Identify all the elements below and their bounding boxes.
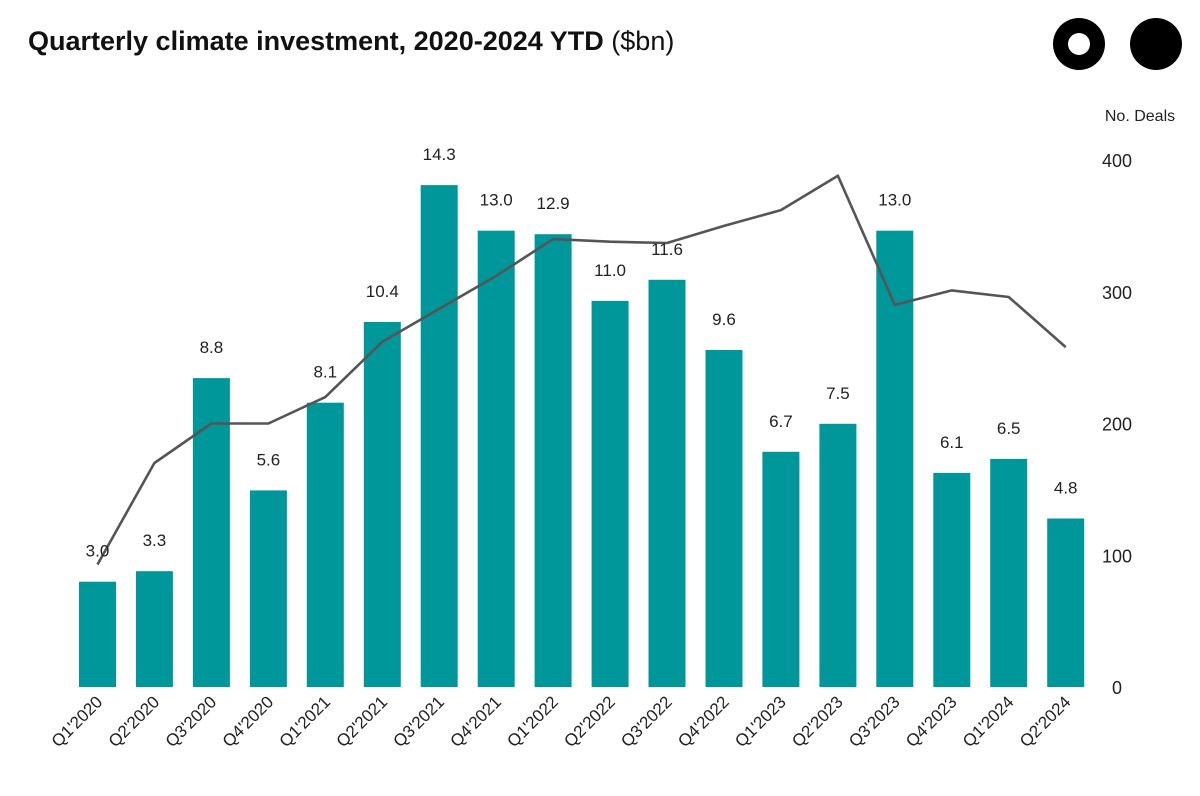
x-tick-label: Q3'2022 — [617, 692, 676, 751]
bar-value-label: 6.1 — [940, 433, 964, 452]
bar-value-label: 4.8 — [1054, 479, 1078, 498]
bar-Q1'2020 — [79, 581, 116, 687]
x-tick-label: Q4'2023 — [902, 692, 961, 751]
bar-Q2'2022 — [591, 300, 629, 687]
right-axis-title: No. Deals — [1105, 108, 1175, 125]
chart-title-unit: ($bn) — [611, 26, 675, 56]
x-tick-label: Q1'2023 — [731, 692, 790, 751]
x-tick-label: Q2'2023 — [788, 692, 847, 751]
x-tick-label: Q1'2024 — [959, 692, 1018, 751]
bar-value-label: 6.5 — [997, 419, 1021, 438]
bar-value-label: 10.4 — [366, 282, 399, 301]
bar-value-label: 3.0 — [86, 542, 110, 561]
bars-group — [79, 185, 1085, 688]
x-tick-label: Q1'2022 — [503, 692, 562, 751]
x-tick-label: Q3'2020 — [162, 692, 221, 751]
x-tick-label: Q4'2022 — [674, 692, 733, 751]
right-axis-tick-400: 400 — [1102, 151, 1132, 171]
bar-value-label: 6.7 — [769, 412, 793, 431]
bar-Q3'2020 — [192, 378, 230, 687]
deals-line-group — [96, 174, 1067, 566]
x-tick-label: Q2'2022 — [560, 692, 619, 751]
x-tick-label: Q4'2021 — [447, 692, 506, 751]
x-tick-label: Q2'2024 — [1016, 692, 1075, 751]
bar-Q2'2023 — [819, 423, 857, 688]
x-tick-label: Q3'2023 — [845, 692, 904, 751]
logo-left-hole — [1068, 33, 1090, 55]
bar-Q3'2022 — [648, 279, 686, 687]
bar-value-label: 5.6 — [257, 450, 281, 469]
bar-Q2'2020 — [135, 571, 173, 687]
right-axis-tick-300: 300 — [1102, 283, 1132, 303]
bar-Q1'2021 — [306, 402, 344, 687]
bar-value-label: 11.6 — [651, 240, 683, 259]
bar-Q2'2024 — [1047, 518, 1085, 687]
bar-value-label: 11.0 — [594, 261, 626, 280]
category-labels-group: Q1'2020Q2'2020Q3'2020Q4'2020Q1'2021Q2'20… — [48, 692, 1075, 751]
bar-Q3'2023 — [876, 230, 914, 687]
x-tick-label: Q2'2021 — [333, 692, 392, 751]
bar-Q4'2021 — [477, 230, 515, 687]
bar-value-label: 12.9 — [537, 194, 570, 213]
x-tick-label: Q1'2021 — [276, 692, 335, 751]
deals-line — [96, 174, 1067, 566]
bar-value-label: 9.6 — [712, 310, 736, 329]
right-axis-tick-200: 200 — [1102, 415, 1132, 435]
bar-value-label: 3.3 — [143, 531, 167, 550]
bar-value-label: 7.5 — [826, 384, 850, 403]
bar-labels-group: 3.0 3.3 8.8 5.6 8.1 10.4 14.3 13.0 12.9 11.0 11.6 9… — [86, 145, 1078, 561]
bar-Q1'2023 — [762, 451, 800, 687]
right-axis: No. Deals 0 100 200 300 400 — [1102, 108, 1175, 698]
chart-title-text: Quarterly climate investment, 2020-2024 … — [28, 26, 604, 56]
x-tick-label: Q2'2020 — [105, 692, 164, 751]
bar-value-label: 8.1 — [313, 363, 337, 382]
right-axis-tick-0: 0 — [1112, 678, 1122, 698]
bar-value-label: 13.0 — [878, 191, 911, 210]
x-tick-label: Q3'2021 — [390, 692, 449, 751]
bar-Q4'2020 — [249, 490, 287, 687]
bar-value-label: 13.0 — [480, 191, 513, 210]
bar-Q2'2021 — [363, 322, 401, 687]
bar-Q1'2022 — [534, 234, 572, 687]
x-tick-label: Q1'2020 — [48, 692, 107, 751]
x-tick-label: Q4'2020 — [219, 692, 278, 751]
bar-Q3'2021 — [420, 185, 458, 687]
bar-Q4'2023 — [933, 472, 971, 687]
bar-Q1'2024 — [990, 458, 1028, 688]
bar-value-label: 14.3 — [423, 145, 456, 164]
right-axis-tick-100: 100 — [1102, 546, 1132, 566]
bar-Q4'2022 — [705, 350, 743, 687]
logo-right-circle — [1130, 18, 1182, 70]
logo-icon — [1053, 18, 1182, 70]
chart-title: Quarterly climate investment, 2020-2024 … — [28, 26, 674, 57]
bar-value-label: 8.8 — [200, 338, 224, 357]
